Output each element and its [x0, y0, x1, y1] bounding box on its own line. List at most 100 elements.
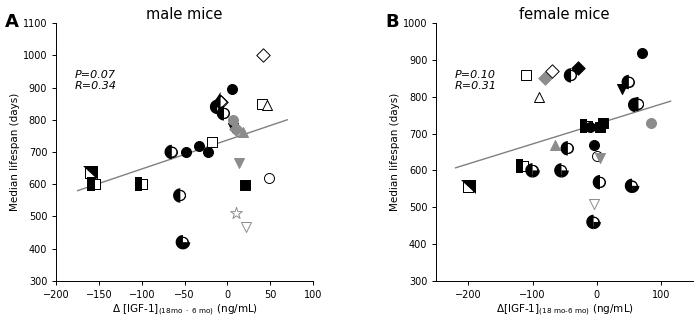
Point	[206, 140, 218, 145]
Point	[588, 202, 599, 207]
Point	[85, 170, 96, 176]
PathPatch shape	[594, 222, 601, 229]
PathPatch shape	[622, 75, 629, 89]
Point	[562, 146, 573, 151]
Title: male mice: male mice	[146, 7, 223, 22]
PathPatch shape	[625, 179, 632, 193]
Point	[626, 183, 638, 188]
Point	[572, 65, 583, 71]
Point	[517, 163, 528, 169]
Point	[636, 50, 648, 55]
Polygon shape	[516, 159, 523, 173]
Point	[623, 79, 634, 84]
PathPatch shape	[631, 97, 638, 111]
Point	[550, 142, 561, 147]
PathPatch shape	[210, 100, 217, 114]
PathPatch shape	[525, 163, 533, 177]
PathPatch shape	[217, 106, 224, 121]
Point	[556, 168, 567, 173]
Point	[241, 224, 252, 229]
Point	[584, 124, 596, 130]
Polygon shape	[88, 177, 94, 191]
Y-axis label: Median lifespan (days): Median lifespan (days)	[390, 93, 400, 211]
Point	[533, 94, 545, 99]
Point	[463, 184, 474, 189]
Y-axis label: Median lifespan (days): Median lifespan (days)	[10, 93, 20, 211]
Point	[215, 99, 226, 105]
Point	[177, 240, 188, 245]
Point	[230, 211, 241, 216]
Point	[228, 125, 239, 130]
Point	[202, 150, 214, 155]
Text: P=0.10
R=0.31: P=0.10 R=0.31	[454, 70, 496, 91]
Point	[211, 104, 223, 110]
PathPatch shape	[593, 175, 600, 189]
Point	[626, 183, 638, 188]
PathPatch shape	[173, 188, 181, 203]
Polygon shape	[214, 92, 220, 112]
Text: B: B	[385, 13, 398, 31]
PathPatch shape	[183, 242, 190, 249]
Point	[226, 86, 237, 92]
Point	[136, 182, 148, 187]
Point	[261, 103, 272, 108]
Point	[517, 163, 528, 169]
Title: female mice: female mice	[519, 7, 610, 22]
Point	[215, 99, 226, 105]
Point	[633, 101, 644, 107]
Point	[527, 168, 538, 173]
Text: P=0.07
R=0.34: P=0.07 R=0.34	[74, 70, 116, 91]
Point	[592, 154, 603, 159]
Point	[218, 111, 230, 116]
PathPatch shape	[587, 215, 594, 229]
PathPatch shape	[533, 170, 540, 177]
Point	[230, 127, 241, 132]
PathPatch shape	[561, 141, 568, 155]
Point	[623, 79, 634, 84]
Point	[582, 124, 593, 129]
Point	[85, 170, 96, 176]
Point	[237, 129, 248, 134]
Point	[89, 182, 100, 187]
Point	[463, 184, 474, 189]
Point	[166, 150, 177, 155]
Point	[566, 73, 577, 78]
PathPatch shape	[564, 68, 571, 83]
Point	[239, 182, 250, 188]
PathPatch shape	[561, 170, 568, 177]
Point	[175, 193, 186, 198]
Point	[540, 76, 551, 81]
Point	[263, 175, 274, 180]
Point	[211, 104, 223, 110]
Point	[233, 161, 244, 166]
Point	[617, 87, 628, 92]
Point	[633, 101, 644, 107]
Point	[598, 121, 609, 126]
Point	[256, 101, 267, 106]
Polygon shape	[134, 177, 142, 191]
Point	[594, 156, 606, 161]
Point	[588, 219, 599, 225]
Point	[227, 117, 238, 123]
Point	[582, 124, 593, 129]
Point	[546, 68, 557, 73]
PathPatch shape	[628, 98, 636, 112]
Point	[166, 150, 177, 155]
PathPatch shape	[164, 145, 172, 159]
Point	[630, 102, 641, 108]
Point	[521, 72, 532, 77]
X-axis label: $\Delta$[IGF-1]$_{\mathregular{(18\ mo\text{-}6\ mo)}}$ (ng/mL): $\Delta$[IGF-1]$_{\mathregular{(18\ mo\t…	[496, 303, 634, 318]
Point	[258, 53, 269, 58]
Point	[175, 193, 186, 198]
Point	[136, 182, 148, 187]
Polygon shape	[580, 119, 587, 134]
Point	[594, 180, 606, 185]
Point	[181, 150, 192, 155]
X-axis label: $\Delta$ [IGF-1]$_{\mathregular{(18mo\ \cdot\ 6\ mo)}}$ (ng/mL): $\Delta$ [IGF-1]$_{\mathregular{(18mo\ \…	[111, 303, 258, 318]
PathPatch shape	[554, 163, 561, 177]
Point	[556, 168, 567, 173]
Point	[177, 240, 188, 245]
Point	[566, 73, 577, 78]
Point	[588, 219, 599, 225]
Text: A: A	[5, 13, 19, 31]
